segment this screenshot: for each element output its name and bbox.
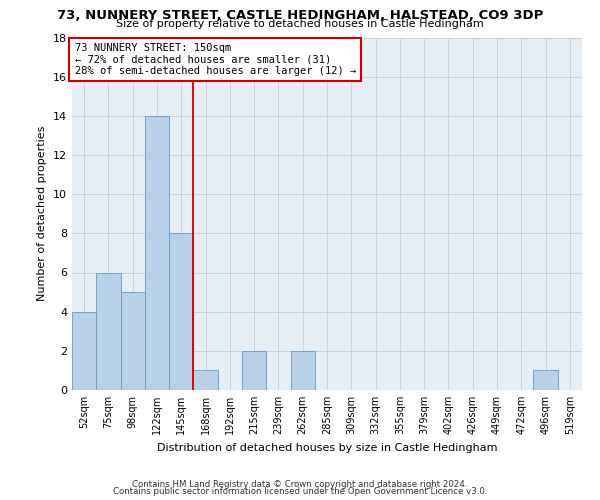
- Text: Size of property relative to detached houses in Castle Hedingham: Size of property relative to detached ho…: [116, 19, 484, 29]
- X-axis label: Distribution of detached houses by size in Castle Hedingham: Distribution of detached houses by size …: [157, 442, 497, 452]
- Text: Contains public sector information licensed under the Open Government Licence v3: Contains public sector information licen…: [113, 487, 487, 496]
- Bar: [193, 370, 218, 390]
- Text: Contains HM Land Registry data © Crown copyright and database right 2024.: Contains HM Land Registry data © Crown c…: [132, 480, 468, 489]
- Bar: [242, 351, 266, 390]
- Bar: [96, 272, 121, 390]
- Bar: [145, 116, 169, 390]
- Bar: [290, 351, 315, 390]
- Bar: [121, 292, 145, 390]
- Text: 73 NUNNERY STREET: 150sqm
← 72% of detached houses are smaller (31)
28% of semi-: 73 NUNNERY STREET: 150sqm ← 72% of detac…: [74, 43, 356, 76]
- Bar: [533, 370, 558, 390]
- Bar: [169, 234, 193, 390]
- Text: 73, NUNNERY STREET, CASTLE HEDINGHAM, HALSTEAD, CO9 3DP: 73, NUNNERY STREET, CASTLE HEDINGHAM, HA…: [57, 9, 543, 22]
- Bar: [72, 312, 96, 390]
- Y-axis label: Number of detached properties: Number of detached properties: [37, 126, 47, 302]
